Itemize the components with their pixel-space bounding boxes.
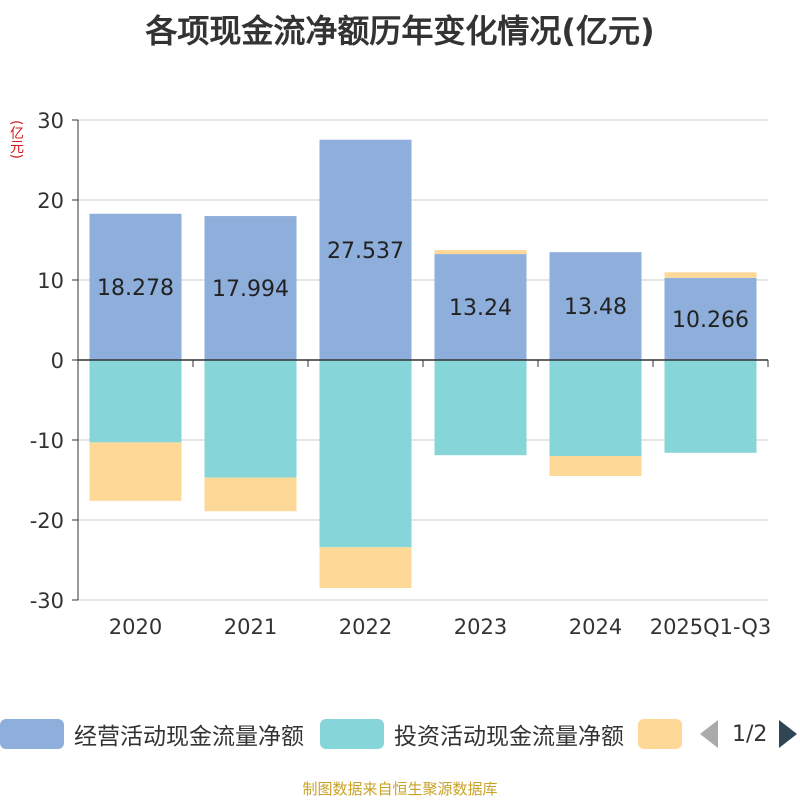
bar-investing	[664, 360, 757, 453]
x-tick-label: 2024	[569, 615, 622, 639]
y-tick-label: 20	[37, 189, 64, 213]
legend-swatch-operating	[0, 719, 64, 749]
data-label: 17.994	[212, 277, 289, 302]
bar-investing	[89, 360, 182, 443]
bar-financing	[434, 250, 527, 255]
legend-swatch-financing	[638, 719, 682, 749]
chart-title: 各项现金流净额历年变化情况(亿元)	[145, 12, 655, 50]
legend-label-investing: 投资活动现金流量净额	[394, 724, 624, 750]
bar-investing	[434, 360, 527, 456]
bar-investing	[204, 360, 297, 478]
x-tick-label: 2023	[454, 615, 507, 639]
bar-operating	[434, 254, 527, 360]
bar-operating	[204, 216, 297, 360]
x-tick-label: 2025Q1-Q3	[650, 615, 772, 639]
legend-pager: 1/2	[700, 716, 798, 752]
bar-operating	[319, 139, 412, 360]
data-label: 10.266	[672, 308, 749, 333]
legend-item-financing[interactable]	[638, 716, 682, 752]
y-tick-label: -10	[30, 429, 64, 453]
data-label: 13.48	[564, 295, 627, 320]
data-label: 18.278	[97, 276, 174, 301]
bar-financing	[319, 547, 412, 588]
x-tick-label: 2022	[339, 615, 392, 639]
data-label: 27.537	[327, 239, 404, 264]
y-tick-label: 10	[37, 269, 64, 293]
x-tick-label: 2021	[224, 615, 277, 639]
data-source-footer: 制图数据来自恒生聚源数据库	[302, 780, 498, 798]
bar-investing	[319, 360, 412, 548]
legend-page-indicator: 1/2	[732, 721, 768, 747]
legend-next-icon[interactable]	[779, 720, 798, 748]
y-tick-label: 30	[37, 109, 64, 133]
x-tick-label: 2020	[109, 615, 162, 639]
legend-item-investing[interactable]: 投资活动现金流量净额	[320, 716, 624, 752]
legend-prev-icon[interactable]	[700, 720, 718, 748]
y-tick-label: 0	[51, 349, 64, 373]
bar-investing	[549, 360, 642, 456]
stacked-bar-chart: 30 20 10 0 -10 -20 -30 18.278 2020 17.994 2021 27.5…	[30, 109, 772, 639]
legend: 经营活动现金流量净额 投资活动现金流量净额	[0, 716, 800, 752]
bar-operating	[664, 277, 757, 360]
data-label: 13.24	[449, 296, 512, 321]
bar-financing	[664, 272, 757, 278]
bar-financing	[204, 477, 297, 512]
y-tick-label: -20	[30, 509, 64, 533]
bar-financing	[89, 442, 182, 501]
legend-swatch-investing	[320, 719, 384, 749]
y-axis-unit-label: (亿元)	[8, 120, 24, 159]
legend-label-operating: 经营活动现金流量净额	[74, 724, 304, 750]
bar-operating	[549, 252, 642, 360]
legend-item-operating[interactable]: 经营活动现金流量净额	[0, 716, 304, 752]
bar-financing	[549, 456, 642, 476]
bar-operating	[89, 213, 182, 360]
y-tick-label: -30	[30, 589, 64, 613]
